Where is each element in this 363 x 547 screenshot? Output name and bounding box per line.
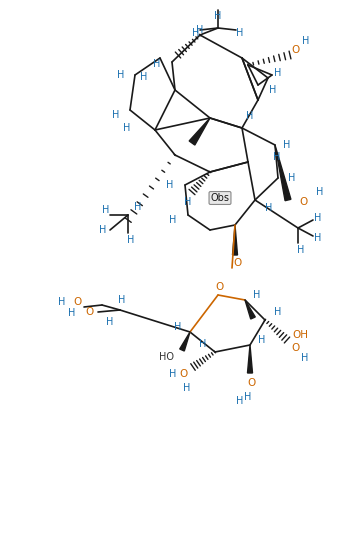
Text: H: H: [169, 369, 177, 379]
Text: H: H: [246, 111, 254, 121]
Text: OH: OH: [292, 330, 308, 340]
Text: H: H: [166, 180, 174, 190]
Text: H: H: [283, 140, 291, 150]
Text: H: H: [316, 187, 324, 197]
Text: H: H: [99, 225, 107, 235]
Text: H: H: [106, 317, 114, 327]
Text: H: H: [314, 213, 322, 223]
Text: H: H: [258, 335, 266, 345]
Polygon shape: [245, 300, 255, 319]
Polygon shape: [232, 225, 237, 255]
Text: H: H: [127, 235, 135, 245]
Text: H: H: [265, 203, 273, 213]
Text: HO: HO: [159, 352, 175, 362]
Text: H: H: [199, 339, 207, 349]
Text: H: H: [102, 205, 110, 215]
Text: O: O: [216, 282, 224, 292]
Polygon shape: [180, 332, 190, 351]
Text: H: H: [253, 290, 261, 300]
Text: H: H: [183, 383, 191, 393]
Text: H: H: [273, 152, 281, 162]
Text: H: H: [214, 11, 222, 21]
Text: H: H: [184, 197, 192, 207]
Polygon shape: [248, 345, 253, 373]
Text: H: H: [314, 233, 322, 243]
Text: O: O: [74, 297, 82, 307]
Text: H: H: [288, 173, 296, 183]
Text: O: O: [299, 197, 307, 207]
Text: H: H: [140, 72, 148, 82]
Text: O: O: [248, 378, 256, 388]
Text: H: H: [274, 68, 282, 78]
Text: H: H: [269, 85, 277, 95]
Text: H: H: [117, 70, 125, 80]
Text: O: O: [233, 258, 241, 268]
Text: H: H: [153, 59, 161, 69]
Text: H: H: [169, 215, 177, 225]
Text: H: H: [68, 308, 76, 318]
Text: H: H: [301, 353, 309, 363]
Text: H: H: [297, 245, 305, 255]
Text: H: H: [244, 392, 252, 402]
Polygon shape: [275, 145, 291, 201]
Text: H: H: [196, 25, 204, 35]
Polygon shape: [189, 118, 210, 145]
Text: H: H: [174, 322, 182, 332]
Text: O: O: [86, 307, 94, 317]
Text: H: H: [236, 28, 244, 38]
Text: H: H: [112, 110, 120, 120]
Text: H: H: [192, 28, 200, 38]
Text: H: H: [118, 295, 126, 305]
Text: O: O: [291, 45, 299, 55]
Text: H: H: [302, 36, 310, 46]
Text: Obs: Obs: [211, 193, 229, 203]
Text: H: H: [123, 123, 131, 133]
Text: O: O: [291, 343, 299, 353]
Text: H: H: [274, 307, 282, 317]
Text: H: H: [134, 202, 142, 212]
Text: O: O: [179, 369, 187, 379]
Text: H: H: [236, 396, 244, 406]
Text: H: H: [58, 297, 66, 307]
